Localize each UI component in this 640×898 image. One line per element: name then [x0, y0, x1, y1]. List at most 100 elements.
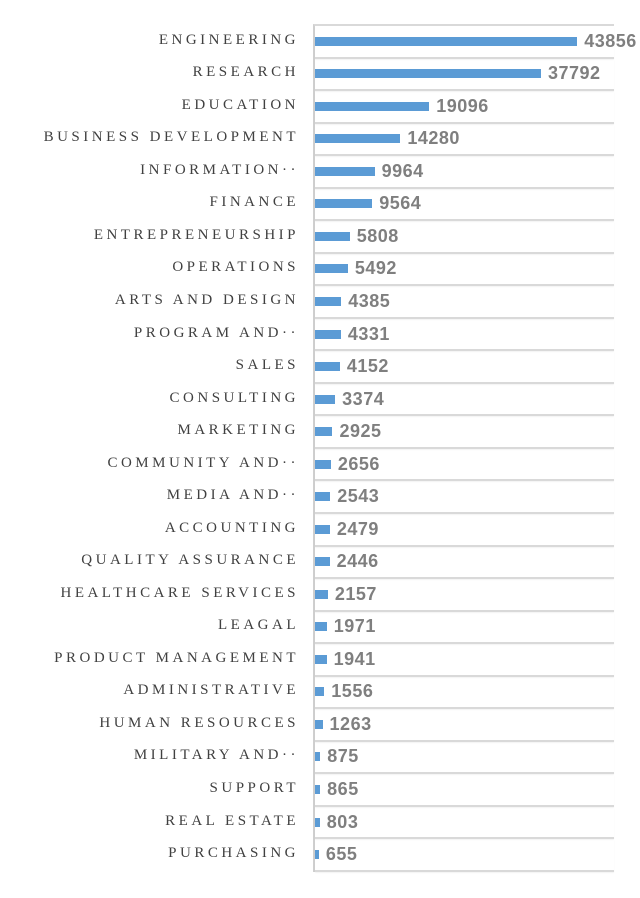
value-label: 43856 [584, 30, 637, 51]
bar [315, 850, 319, 860]
category-label: MILITARY AND·· [133, 747, 299, 764]
bar [315, 166, 375, 176]
value-label: 5492 [354, 258, 397, 279]
category-label: PURCHASING [168, 845, 299, 862]
bar [315, 69, 541, 79]
bar [315, 362, 340, 372]
category-label: HUMAN RESOURCES [99, 714, 299, 731]
bar [315, 622, 327, 632]
bar-row: 865 [315, 774, 614, 807]
value-label: 4152 [346, 356, 389, 377]
bar-row: 2157 [315, 579, 614, 612]
bar [315, 589, 328, 599]
category-label: PROGRAM AND·· [133, 324, 299, 341]
value-label: 9564 [379, 193, 422, 214]
category-label: QUALITY ASSURANCE [81, 552, 299, 569]
value-label: 4385 [348, 291, 391, 312]
bar-row: 2543 [315, 481, 614, 514]
bar-row: 2925 [315, 416, 614, 449]
bar-row: 43856 [315, 26, 636, 59]
bar-row: 1556 [315, 677, 614, 710]
bar [315, 264, 348, 274]
bar [315, 654, 327, 664]
bar [315, 101, 430, 111]
bar [315, 492, 331, 502]
category-label: OPERATIONS [172, 259, 299, 276]
value-label: 803 [326, 811, 359, 832]
category-label: LEAGAL [218, 617, 299, 634]
bar-row: 4385 [315, 286, 614, 319]
value-label: 1941 [333, 648, 376, 669]
bar-row: 37792 [315, 59, 614, 92]
bar-row: 655 [315, 839, 614, 872]
category-label: ACCOUNTING [164, 519, 299, 536]
bar [315, 557, 330, 567]
bar-row: 5492 [315, 254, 614, 287]
bar [315, 427, 333, 437]
value-label: 37792 [547, 63, 601, 84]
bar-row: 4152 [315, 351, 614, 384]
bar-row: 14280 [315, 124, 614, 157]
bar-row: 9564 [315, 189, 614, 222]
bar-row: 803 [315, 807, 614, 840]
category-axis: ENGINEERING RESEARCH EDUCATION BUSINESS DEV… [0, 24, 306, 870]
value-label: 9964 [381, 160, 424, 181]
category-label: COMMUNITY AND·· [107, 454, 299, 471]
value-label: 2157 [334, 583, 377, 604]
bar-row: 1263 [315, 709, 614, 742]
bar [315, 329, 341, 339]
value-label: 2543 [337, 486, 380, 507]
category-label: ENTREPRENEURSHIP [93, 226, 299, 243]
category-label: SUPPORT [209, 779, 299, 796]
bar [315, 36, 578, 46]
category-label: INFORMATION·· [140, 161, 299, 178]
bar [315, 199, 373, 209]
category-label: FINANCE [209, 194, 299, 211]
category-label: MARKETING [177, 422, 299, 439]
bar-row: 2479 [315, 514, 614, 547]
bar-row: 875 [315, 742, 614, 775]
value-label: 1263 [329, 713, 372, 734]
bar [315, 134, 401, 144]
value-label: 865 [327, 778, 359, 799]
value-label: 2656 [337, 453, 380, 474]
bar-row: 1971 [315, 612, 614, 645]
bar [315, 817, 320, 827]
value-label: 5808 [356, 225, 399, 246]
bar [315, 784, 321, 794]
category-label: SALES [235, 357, 299, 374]
category-label: CONSULTING [169, 389, 299, 406]
category-label: ARTS AND DESIGN [114, 292, 299, 309]
bar [315, 297, 342, 307]
bar-row: 3374 [315, 384, 614, 417]
category-label: MEDIA AND·· [166, 487, 299, 504]
bar-row: 5808 [315, 221, 614, 254]
category-label: REAL ESTATE [165, 812, 299, 829]
value-label: 19096 [436, 95, 489, 116]
value-label: 2446 [336, 551, 379, 572]
bar [315, 231, 350, 241]
value-label: 4331 [347, 323, 390, 344]
value-label: 655 [325, 844, 358, 865]
category-label: EDUCATION [181, 96, 299, 113]
plot-area: 43856 37792 19096 14280 9964 9564 5808 5492 4385… [313, 24, 636, 872]
category-label: BUSINESS DEVELOPMENT [43, 129, 299, 146]
value-label: 1556 [331, 681, 374, 702]
bar-row: 2656 [315, 449, 614, 482]
bar-row: 9964 [315, 156, 614, 189]
bar-row: 4331 [315, 319, 614, 352]
bar [315, 719, 323, 729]
category-label: ADMINISTRATIVE [123, 682, 299, 699]
value-label: 875 [327, 746, 359, 767]
bar [315, 524, 330, 534]
value-label: 2479 [336, 518, 379, 539]
category-label: HEALTHCARE SERVICES [60, 584, 299, 601]
bar-row: 19096 [315, 91, 614, 124]
bar-row: 1941 [315, 644, 614, 677]
bar [315, 687, 325, 697]
value-label: 3374 [342, 388, 385, 409]
bar [315, 394, 336, 404]
bar [315, 752, 321, 762]
value-label: 1971 [333, 616, 376, 637]
